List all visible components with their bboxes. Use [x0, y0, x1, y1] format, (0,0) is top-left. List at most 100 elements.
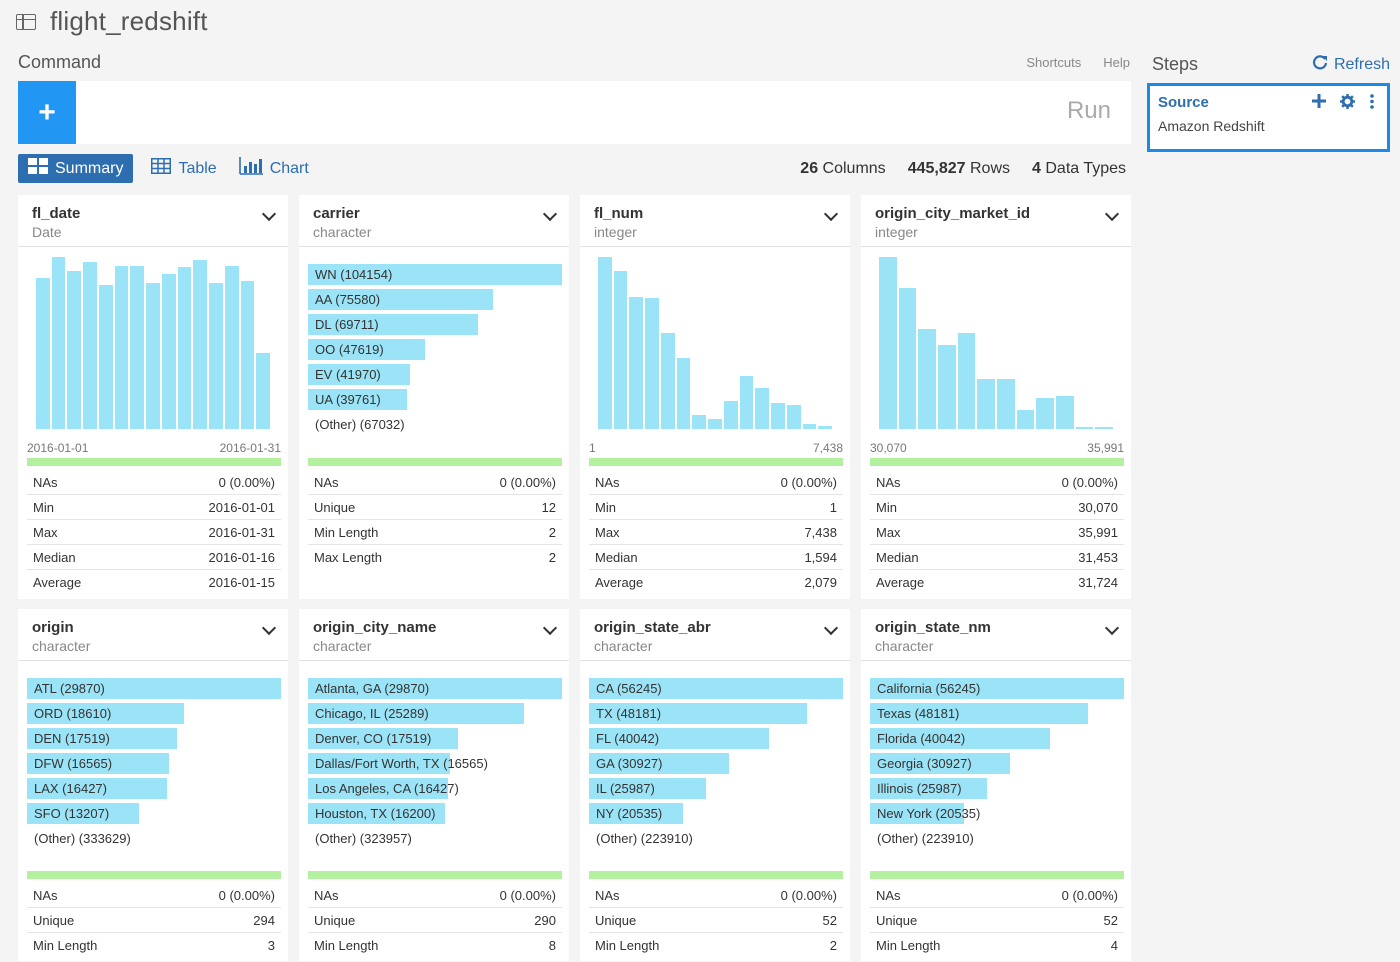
- add-command-button[interactable]: +: [18, 81, 76, 144]
- shortcuts-link[interactable]: Shortcuts: [1026, 55, 1082, 70]
- category-row[interactable]: SFO (13207): [27, 801, 281, 826]
- histogram-bar[interactable]: [660, 332, 675, 429]
- histogram-bar[interactable]: [177, 267, 192, 429]
- histogram-bar[interactable]: [83, 262, 97, 429]
- histogram-bar[interactable]: [645, 298, 659, 429]
- category-row[interactable]: IL (25987): [589, 776, 843, 801]
- histogram-bar[interactable]: [708, 418, 722, 429]
- stat-label: Average: [876, 575, 925, 590]
- category-row[interactable]: (Other) (333629): [27, 826, 281, 851]
- histogram-bar[interactable]: [1056, 396, 1074, 429]
- category-row[interactable]: Chicago, IL (25289): [308, 701, 562, 726]
- histogram-bar[interactable]: [51, 257, 66, 429]
- histogram-bar[interactable]: [755, 387, 770, 429]
- histogram-bar[interactable]: [240, 281, 255, 429]
- stats-table: NAs 0 (0.00%) Unique 52 Min Length 4: [870, 883, 1124, 958]
- category-row[interactable]: (Other) (323957): [308, 826, 562, 851]
- histogram-bar[interactable]: [161, 274, 176, 429]
- add-step-icon[interactable]: [1312, 94, 1326, 114]
- category-row[interactable]: Houston, TX (16200): [308, 801, 562, 826]
- category-row[interactable]: NY (20535): [589, 801, 843, 826]
- category-row[interactable]: EV (41970): [308, 362, 562, 387]
- histogram-bar[interactable]: [114, 265, 129, 429]
- histogram-bar[interactable]: [692, 415, 707, 429]
- more-vertical-icon[interactable]: [1369, 94, 1375, 114]
- histogram-bar[interactable]: [879, 257, 897, 429]
- category-row[interactable]: OO (47619): [308, 337, 562, 362]
- column-type: character: [594, 638, 653, 654]
- category-label: AA (75580): [315, 292, 381, 307]
- histogram-bar[interactable]: [802, 423, 817, 429]
- tab-summary[interactable]: Summary: [18, 154, 134, 183]
- category-row[interactable]: AA (75580): [308, 287, 562, 312]
- category-row[interactable]: Atlanta, GA (29870): [308, 676, 562, 701]
- category-row[interactable]: (Other) (223910): [589, 826, 843, 851]
- histogram-bar[interactable]: [67, 270, 82, 429]
- histogram-bar[interactable]: [676, 358, 691, 429]
- histogram-bar[interactable]: [36, 277, 50, 429]
- histogram-bar[interactable]: [629, 296, 644, 429]
- category-row[interactable]: Florida (40042): [870, 726, 1124, 751]
- help-link[interactable]: Help: [1103, 55, 1130, 70]
- step-source[interactable]: Source Amazon Redshift: [1147, 83, 1390, 152]
- category-row[interactable]: New York (20535): [870, 801, 1124, 826]
- category-row[interactable]: Dallas/Fort Worth, TX (16565): [308, 751, 562, 776]
- category-row[interactable]: Georgia (30927): [870, 751, 1124, 776]
- category-row[interactable]: (Other) (67032): [308, 412, 562, 437]
- histogram-bar[interactable]: [256, 353, 270, 429]
- histogram-bar[interactable]: [786, 404, 801, 429]
- category-row[interactable]: LAX (16427): [27, 776, 281, 801]
- histogram-bar[interactable]: [146, 282, 160, 429]
- histogram-bar[interactable]: [918, 329, 936, 429]
- histogram-bar[interactable]: [598, 257, 612, 429]
- gear-icon[interactable]: [1340, 94, 1355, 114]
- category-row[interactable]: FL (40042): [589, 726, 843, 751]
- category-row[interactable]: UA (39761): [308, 387, 562, 412]
- card-header: fl_num integer: [580, 195, 850, 247]
- stat-row: Unique 52: [589, 908, 843, 933]
- refresh-button[interactable]: Refresh: [1312, 54, 1390, 75]
- tab-table[interactable]: Table: [151, 154, 217, 183]
- tab-chart[interactable]: Chart: [238, 154, 309, 183]
- category-row[interactable]: Texas (48181): [870, 701, 1124, 726]
- histogram-bar[interactable]: [1016, 410, 1035, 429]
- category-row[interactable]: ATL (29870): [27, 676, 281, 701]
- histogram-bar[interactable]: [613, 270, 628, 429]
- category-row[interactable]: TX (48181): [589, 701, 843, 726]
- histogram-bar[interactable]: [193, 260, 208, 429]
- histogram-bar[interactable]: [997, 379, 1015, 429]
- category-row[interactable]: WN (104154): [308, 262, 562, 287]
- histogram-bar[interactable]: [898, 287, 917, 429]
- command-input[interactable]: + Run: [18, 81, 1131, 144]
- category-row[interactable]: (Other) (223910): [870, 826, 1124, 851]
- histogram-bar[interactable]: [771, 403, 785, 429]
- histogram-bar[interactable]: [818, 425, 832, 429]
- category-row[interactable]: CA (56245): [589, 676, 843, 701]
- category-row[interactable]: California (56245): [870, 676, 1124, 701]
- histogram-bar[interactable]: [1075, 427, 1094, 429]
- histogram-bar[interactable]: [98, 284, 113, 429]
- category-row[interactable]: Illinois (25987): [870, 776, 1124, 801]
- column-name: carrier: [313, 205, 360, 222]
- category-row[interactable]: GA (30927): [589, 751, 843, 776]
- category-row[interactable]: ORD (18610): [27, 701, 281, 726]
- histogram-bar[interactable]: [130, 265, 145, 429]
- stat-row: Min Length 8: [308, 933, 562, 958]
- histogram-bar[interactable]: [209, 282, 223, 429]
- histogram-bar[interactable]: [977, 379, 995, 429]
- run-button[interactable]: Run: [1066, 97, 1111, 124]
- category-bar: [870, 703, 1089, 724]
- histogram-bar[interactable]: [1095, 427, 1113, 429]
- category-row[interactable]: DFW (16565): [27, 751, 281, 776]
- histogram-bar[interactable]: [1036, 398, 1054, 429]
- histogram-bar[interactable]: [739, 375, 754, 429]
- category-row[interactable]: Denver, CO (17519): [308, 726, 562, 751]
- category-row[interactable]: DEN (17519): [27, 726, 281, 751]
- category-row[interactable]: Los Angeles, CA (16427): [308, 776, 562, 801]
- histogram-bar[interactable]: [224, 265, 239, 429]
- histogram-bar[interactable]: [938, 344, 956, 429]
- histogram-bar[interactable]: [723, 401, 738, 429]
- histogram-bar[interactable]: [957, 332, 976, 429]
- category-bar: [27, 778, 167, 799]
- category-row[interactable]: DL (69711): [308, 312, 562, 337]
